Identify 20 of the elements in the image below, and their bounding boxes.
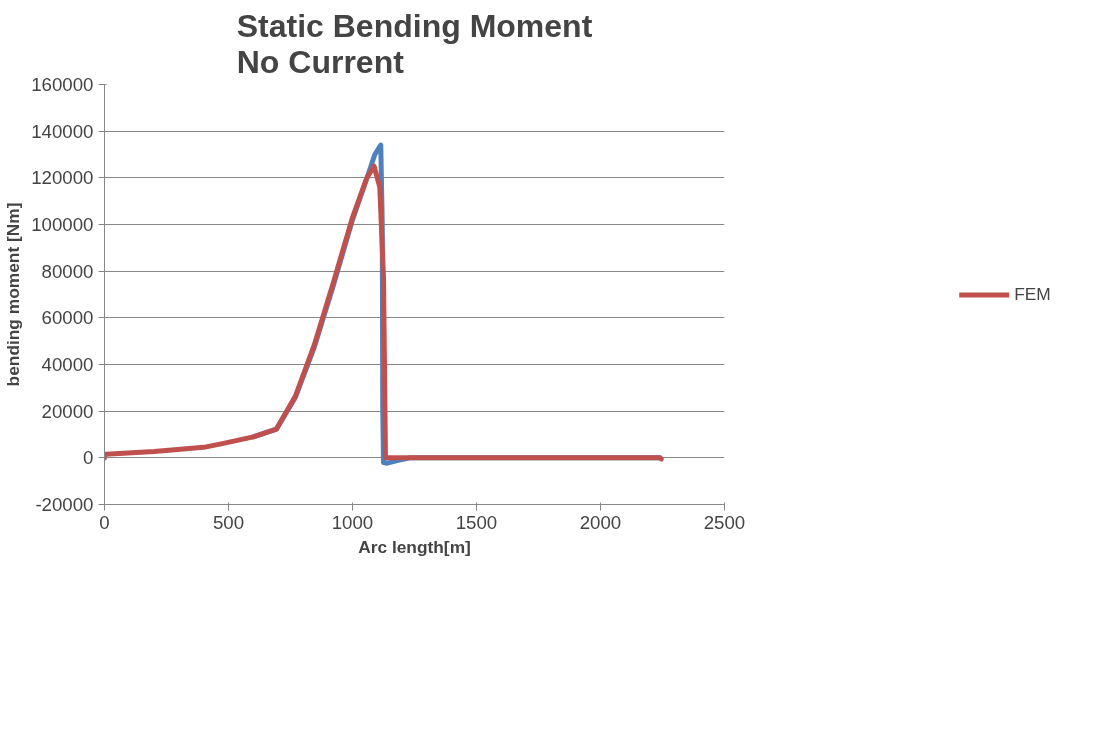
y-tick-label: 160000 bbox=[31, 74, 94, 95]
y-axis-title: bending moment [Nm] bbox=[3, 202, 24, 387]
y-tick-label: 0 bbox=[83, 447, 94, 469]
y-tick-label: 60000 bbox=[41, 307, 94, 329]
y-tick-label: 80000 bbox=[41, 260, 94, 282]
x-tick-label: 2000 bbox=[579, 511, 622, 533]
legend-label: FEM bbox=[1014, 283, 1051, 305]
x-tick-label: 1500 bbox=[455, 511, 498, 533]
x-tick-label: 2500 bbox=[703, 511, 746, 533]
y-tick-label: -20000 bbox=[35, 494, 94, 515]
chart-title: Static Bending Moment No Current bbox=[236, 7, 593, 80]
y-tick-label: 140000 bbox=[31, 120, 94, 142]
y-tick-label: 40000 bbox=[41, 354, 94, 375]
x-tick-label: 500 bbox=[212, 511, 245, 533]
y-tick-label: 100000 bbox=[31, 214, 94, 235]
x-tick-label: 1000 bbox=[331, 511, 374, 533]
y-tick-label: 20000 bbox=[41, 400, 94, 422]
x-axis-title: Arc length[m] bbox=[358, 536, 471, 557]
x-tick-label: 0 bbox=[99, 511, 110, 533]
y-tick-label: 120000 bbox=[31, 167, 94, 189]
